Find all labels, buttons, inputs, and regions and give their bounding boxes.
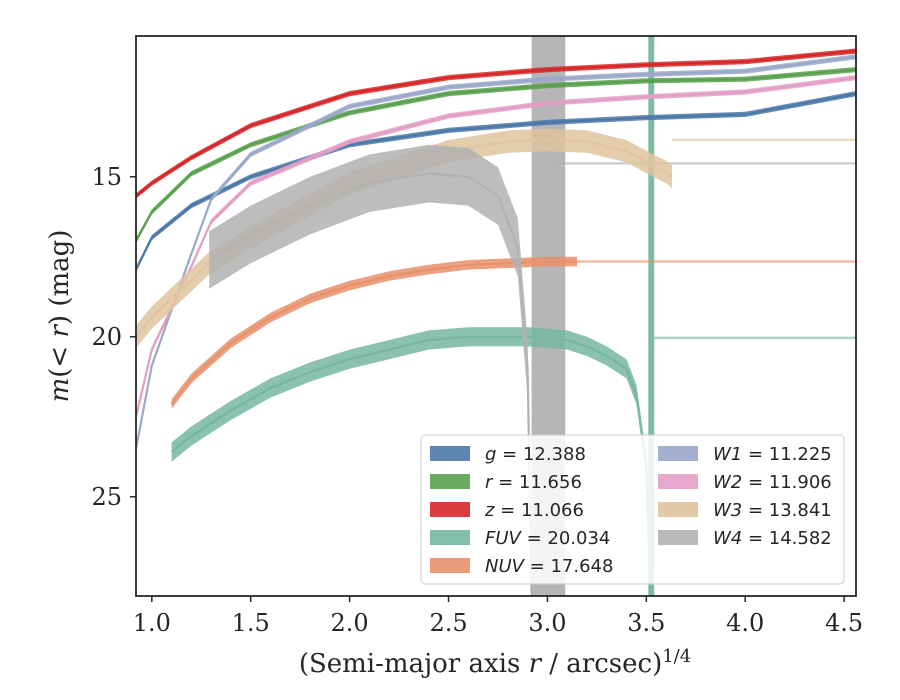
legend-swatch-z (430, 502, 470, 517)
x-tick-label: 4.5 (825, 609, 863, 637)
y-axis-label: m(< r) (mag) (45, 230, 75, 403)
legend-swatch-w2 (658, 474, 698, 489)
legend-swatch-r (430, 474, 470, 489)
y-tick-label: 25 (91, 483, 122, 511)
vertical-band-fuv (648, 36, 655, 596)
series-line-w4 (208, 172, 533, 596)
x-tick-label: 4.0 (726, 609, 764, 637)
legend-label-w3: W3 = 13.841 (713, 500, 832, 521)
y-tick-label: 20 (91, 323, 122, 351)
legend-label-z: z = 11.066 (484, 500, 584, 521)
x-tick-label: 3.0 (528, 609, 566, 637)
plot-frame-layer (135, 35, 857, 597)
series-line-g (136, 92, 856, 271)
series-band-w4 (209, 144, 532, 596)
series-line-fuv (170, 335, 652, 596)
legend-label-w2: W2 = 11.906 (713, 472, 832, 493)
series-band-nuv (171, 256, 578, 409)
legend-swatch-w3 (658, 502, 698, 517)
y-tick-label: 15 (91, 163, 122, 191)
legend-swatch-nuv (430, 558, 470, 573)
x-tick-label: 2.0 (331, 609, 369, 637)
plot-area (136, 36, 856, 596)
legend-label-g: g = 12.388 (485, 444, 586, 465)
legend-label-w4: W4 = 14.582 (713, 528, 832, 549)
series-line-r (136, 68, 856, 242)
plot-layer (136, 36, 856, 596)
legend-label-w1: W1 = 11.225 (713, 444, 832, 465)
x-tick-label: 3.5 (627, 609, 665, 637)
legend-swatch-w4 (658, 530, 698, 545)
legend-swatch-fuv (430, 530, 470, 545)
x-tick-label: 2.5 (429, 609, 467, 637)
plot-frame (135, 35, 857, 597)
legend: g = 12.388 r = 11.656 z = 11.066 FUV = 20.0… (420, 434, 845, 585)
legend-label-fuv: FUV = 20.034 (485, 528, 610, 549)
series-line-z (136, 49, 856, 197)
x-axis-label: (Semi-major axis r / arcsec)1/4 (299, 646, 691, 679)
legend-label-nuv: NUV = 17.648 (485, 556, 613, 577)
x-tick-label: 1.5 (232, 609, 270, 637)
legend-swatch-g (430, 446, 470, 461)
legend-label-r: r = 11.656 (485, 472, 582, 493)
legend-box (420, 434, 845, 585)
tick-layer: 1.0 1.5 2.0 2.5 3.0 3.5 4.0 4.5 15 20 25 (91, 163, 863, 637)
legend-swatch-w1 (658, 446, 698, 461)
x-tick-label: 1.0 (133, 609, 171, 637)
